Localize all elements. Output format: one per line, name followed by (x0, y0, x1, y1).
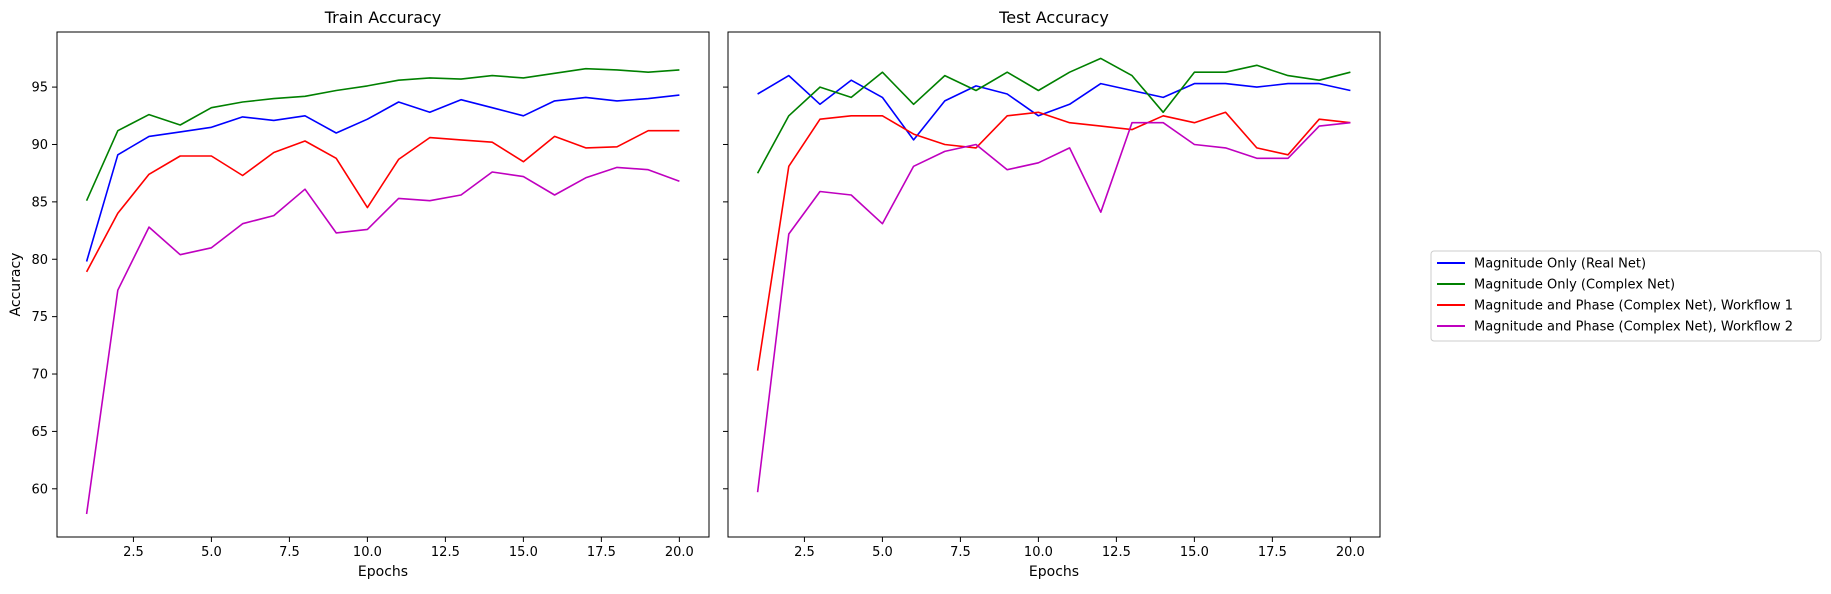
test-x-tick-label: 12.5 (1102, 545, 1131, 560)
legend-label-magnitude-only-complex-net: Magnitude Only (Complex Net) (1474, 278, 1675, 293)
train-x-tick-label: 17.5 (587, 545, 616, 560)
train-y-tick-label: 65 (31, 425, 48, 440)
test-x-tick-label: 10.0 (1024, 545, 1053, 560)
test-x-tick-label: 17.5 (1258, 545, 1287, 560)
train-x-tick-label: 20.0 (665, 545, 694, 560)
train-series-magnitude-and-phase-complex-net-workflow-2 (85, 166, 680, 515)
train-x-tick-label: 10.0 (353, 545, 382, 560)
train-accuracy-panel: Train Accuracy 2.5 5.0 7.5 10.0 12.5 15.0 17.5 2… (8, 8, 710, 580)
train-panel-title: Train Accuracy (324, 8, 442, 27)
train-y-tick-label: 90 (31, 138, 48, 153)
train-y-tick-label: 95 (31, 81, 48, 96)
train-y-tick-label: 80 (31, 253, 48, 268)
train-axes-frame (56, 31, 710, 538)
train-series-magnitude-and-phase-complex-net-workflow-1 (85, 129, 680, 273)
train-x-axis-label: Epochs (358, 564, 408, 580)
test-x-tick-label: 2.5 (794, 545, 815, 560)
test-series-magnitude-and-phase-complex-net-workflow-2 (756, 121, 1351, 493)
test-series-magnitude-and-phase-complex-net-workflow-1 (756, 111, 1351, 371)
test-panel-title: Test Accuracy (998, 8, 1109, 27)
test-x-tick-label: 5.0 (872, 545, 893, 560)
legend-label-magnitude-and-phase-complex-net-workflow-1: Magnitude and Phase (Complex Net), Workf… (1474, 299, 1793, 314)
test-series-magnitude-only-complex-net (756, 57, 1351, 174)
train-series-magnitude-only-real-net (85, 94, 680, 262)
train-x-tick-label: 7.5 (279, 545, 300, 560)
train-y-tick-label: 75 (31, 310, 48, 325)
legend-box (1430, 250, 1822, 342)
train-y-tick-label: 60 (31, 482, 48, 497)
test-series-magnitude-only-real-net (757, 74, 1351, 141)
train-x-tick-label: 15.0 (509, 545, 538, 560)
legend-label-magnitude-only-real-net: Magnitude Only (Real Net) (1474, 257, 1646, 272)
legend: Magnitude Only (Real Net) Magnitude Only … (1430, 250, 1822, 342)
test-x-tick-label: 7.5 (950, 545, 971, 560)
legend-label-magnitude-and-phase-complex-net-workflow-2: Magnitude and Phase (Complex Net), Workf… (1474, 320, 1793, 335)
train-y-tick-label: 70 (31, 368, 48, 383)
train-x-tick-label: 2.5 (123, 545, 144, 560)
train-y-tick-label: 85 (31, 195, 48, 210)
train-y-axis-label: Accuracy (8, 253, 24, 317)
test-x-tick-label: 15.0 (1180, 545, 1209, 560)
train-x-tick-label: 12.5 (431, 545, 460, 560)
train-x-tick-label: 5.0 (201, 545, 222, 560)
test-accuracy-panel: Test Accuracy 2.5 5.0 7.5 10.0 12.5 15.0 17.5 20… (723, 8, 1381, 580)
test-x-tick-label: 20.0 (1336, 545, 1365, 560)
train-series-magnitude-only-complex-net (85, 67, 680, 202)
test-x-axis-label: Epochs (1029, 564, 1079, 580)
test-axes-frame (727, 31, 1381, 538)
